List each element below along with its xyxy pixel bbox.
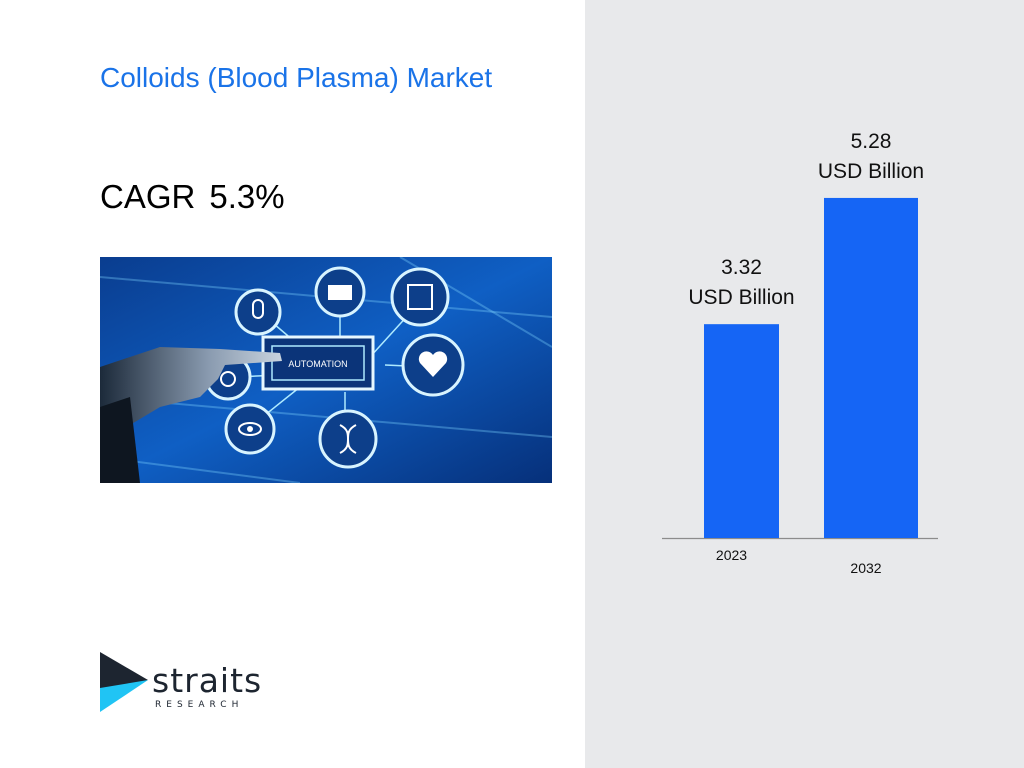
automation-screen: AUTOMATION xyxy=(261,335,375,391)
data-label-unit-2023: USD Billion xyxy=(688,286,794,309)
automation-label: AUTOMATION xyxy=(288,359,347,369)
cagr-label: CAGR xyxy=(100,178,196,215)
folder-icon xyxy=(314,266,366,318)
data-label-value-2023: 3.32 xyxy=(721,256,762,279)
bar-2023 xyxy=(704,324,779,538)
logo-wordmark: straits xyxy=(152,661,263,700)
cagr-value: 5.3% xyxy=(209,178,285,215)
cagr-block: CAGR 5.3% xyxy=(100,178,285,216)
data-label-value-2032: 5.28 xyxy=(851,130,892,153)
chip-icon xyxy=(390,267,450,327)
x-tick-label-2032: 2032 xyxy=(850,560,881,576)
microphone-icon xyxy=(234,288,282,336)
automation-hero-image: AUTOMATION xyxy=(100,257,552,483)
straits-research-logo: straits RESEARCH xyxy=(100,652,270,716)
logo-subtitle: RESEARCH xyxy=(155,700,244,710)
chart-panel xyxy=(585,0,1024,768)
bar-2032 xyxy=(824,197,918,539)
pointing-hand xyxy=(100,347,282,483)
x-tick-label-2023: 2023 xyxy=(716,547,747,563)
data-label-unit-2032: USD Billion xyxy=(818,160,924,183)
heart-icon xyxy=(401,333,465,397)
automation-illustration: AUTOMATION xyxy=(100,257,552,483)
logo-mark-icon xyxy=(100,652,148,712)
eye-gear-icon xyxy=(224,403,276,455)
dna-icon xyxy=(318,409,378,469)
page-title: Colloids (Blood Plasma) Market xyxy=(100,62,493,93)
